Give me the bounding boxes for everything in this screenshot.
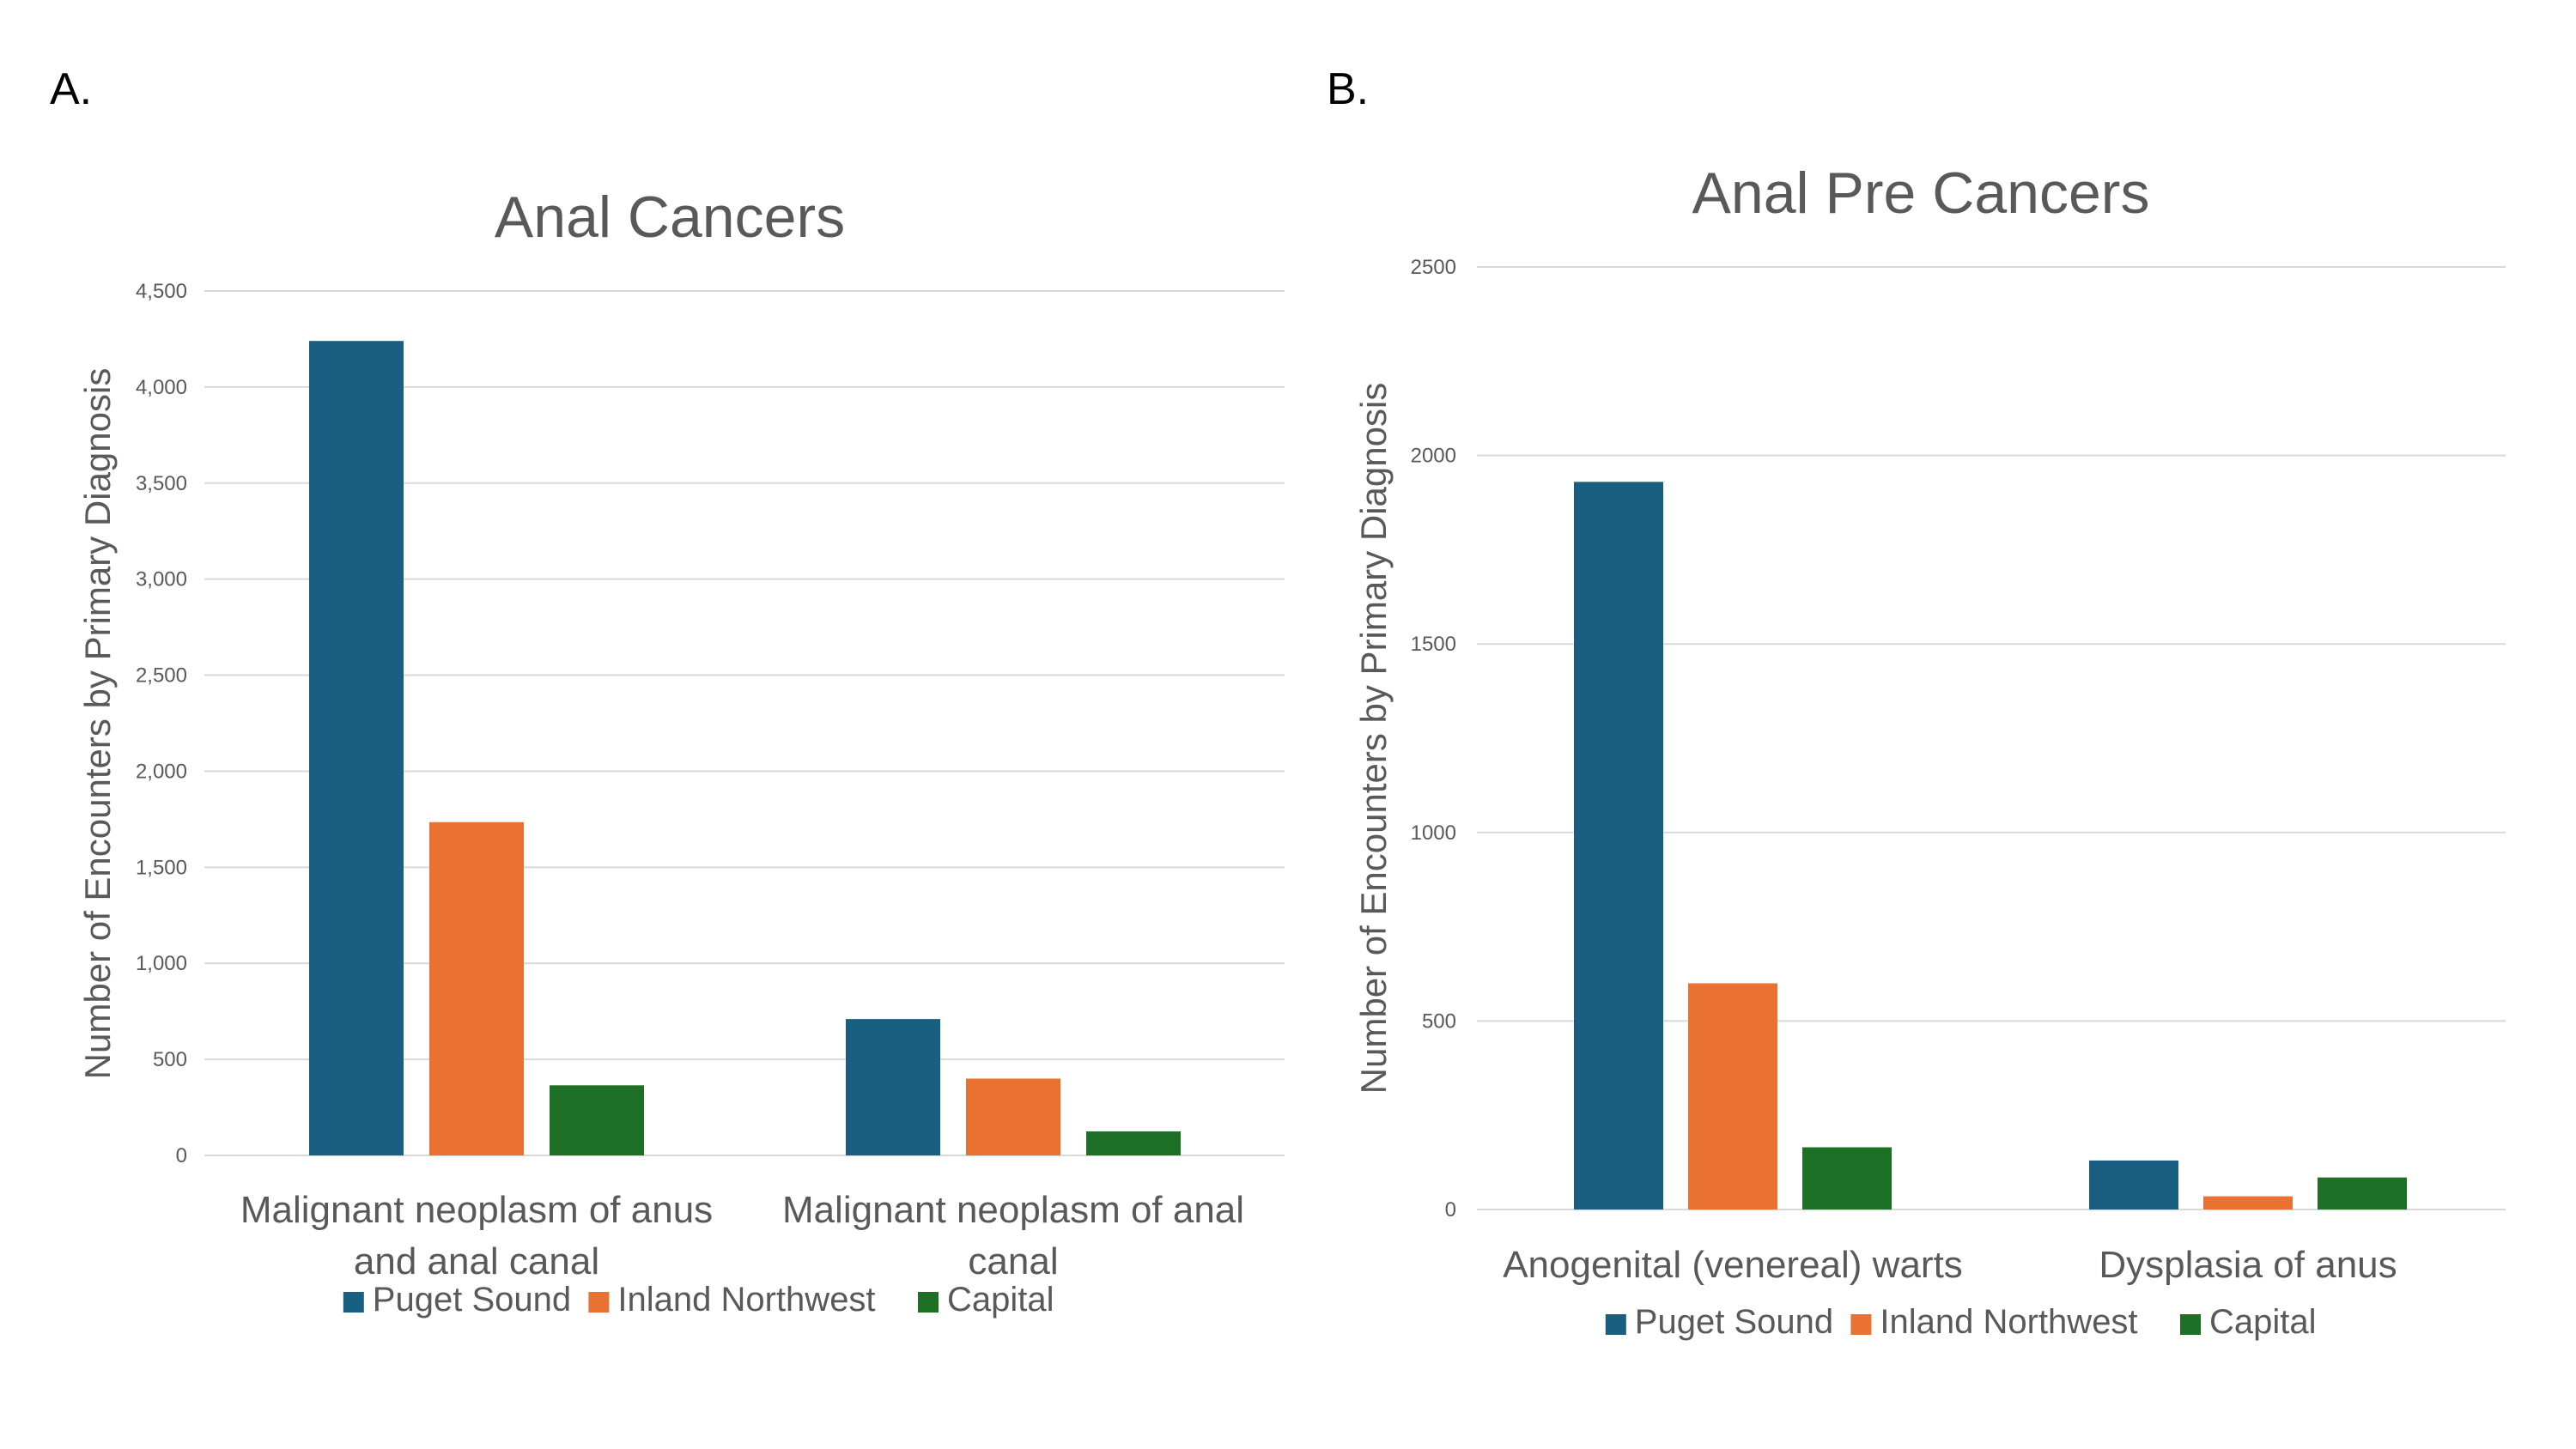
bar-puget-sound	[1574, 482, 1663, 1210]
bar-inland-northwest	[429, 822, 524, 1155]
chart-title: Anal Cancers	[495, 185, 845, 250]
y-tick-label: 2,000	[136, 760, 187, 783]
y-tick-label: 3,000	[136, 568, 187, 591]
bar-capital	[550, 1085, 644, 1155]
panel-a-label: A.	[50, 64, 93, 114]
y-tick-label: 500	[153, 1048, 187, 1071]
legend-swatch	[1850, 1314, 1872, 1335]
y-axis-label: Number of Encounters by Primary Diagnosi…	[1353, 383, 1394, 1094]
y-tick-label: 1500	[1411, 633, 1456, 656]
y-tick-label: 0	[1445, 1198, 1456, 1222]
y-tick-label: 2000	[1411, 445, 1456, 468]
legend-label: Inland Northwest	[617, 1281, 875, 1319]
y-tick-label: 1,000	[136, 952, 187, 975]
category-label: Malignant neoplasm of anus	[240, 1189, 713, 1231]
bar-capital	[2318, 1177, 2407, 1210]
legend-swatch	[343, 1292, 364, 1313]
y-tick-label: 1,500	[136, 856, 187, 879]
bar-puget-sound	[846, 1019, 940, 1155]
bar-inland-northwest	[1688, 983, 1777, 1210]
category-label: Dysplasia of anus	[2099, 1244, 2397, 1286]
legend-swatch	[918, 1292, 939, 1313]
bar-inland-northwest	[2203, 1196, 2293, 1210]
category-label: canal	[968, 1240, 1058, 1282]
bar-inland-northwest	[966, 1078, 1060, 1155]
y-tick-label: 2500	[1411, 256, 1456, 279]
legend-swatch	[588, 1292, 610, 1313]
y-tick-label: 3,500	[136, 472, 187, 495]
y-tick-label: 2,500	[136, 664, 187, 688]
y-tick-label: 4,500	[136, 280, 187, 303]
legend-swatch	[1605, 1314, 1626, 1335]
bar-puget-sound	[309, 341, 404, 1155]
legend-swatch	[2180, 1314, 2201, 1335]
y-tick-label: 4,000	[136, 376, 187, 399]
bar-puget-sound	[2089, 1160, 2178, 1210]
bar-capital	[1802, 1147, 1892, 1210]
category-label: Anogenital (venereal) warts	[1503, 1244, 1963, 1286]
legend-label: Puget Sound	[373, 1281, 571, 1319]
legend-label: Puget Sound	[1635, 1303, 1833, 1341]
y-axis-label: Number of Encounters by Primary Diagnosi…	[77, 368, 118, 1080]
legend-label: Inland Northwest	[1880, 1303, 2137, 1341]
category-label: and anal canal	[354, 1240, 599, 1282]
y-tick-label: 1000	[1411, 822, 1456, 845]
chart-title: Anal Pre Cancers	[1692, 161, 2150, 226]
legend-label: Capital	[2209, 1303, 2317, 1341]
legend-label: Capital	[947, 1281, 1054, 1319]
category-label: Malignant neoplasm of anal	[782, 1189, 1244, 1231]
y-tick-label: 0	[176, 1144, 187, 1167]
y-tick-label: 500	[1422, 1009, 1456, 1033]
panel-b-label: B.	[1327, 64, 1370, 114]
bar-capital	[1086, 1131, 1181, 1155]
